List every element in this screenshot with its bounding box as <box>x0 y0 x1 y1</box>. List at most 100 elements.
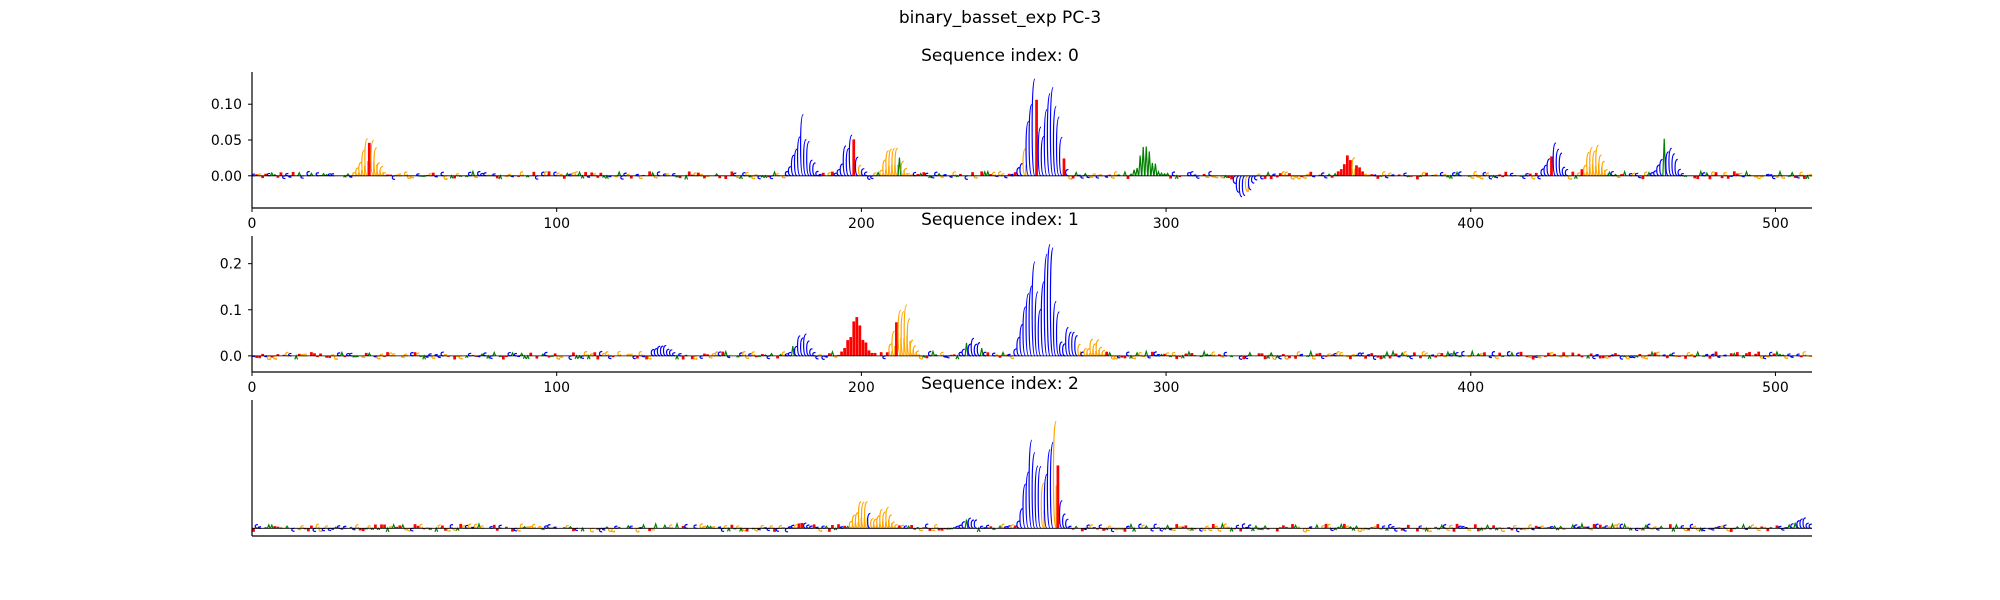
logo-letter-A <box>568 525 573 529</box>
logo-letter-C <box>1717 526 1721 529</box>
logo-letter-G <box>1141 355 1146 358</box>
logo-letter-C <box>1019 323 1023 357</box>
logo-letter-C <box>662 344 667 357</box>
logo-letter-T <box>1157 527 1160 529</box>
logo-letter-A <box>355 355 359 358</box>
logo-letter-T <box>1726 175 1730 179</box>
logo-letter-T <box>291 171 295 176</box>
logo-letter-C <box>662 173 667 177</box>
logo-letter-G <box>403 171 408 177</box>
logo-letter-C <box>766 355 770 360</box>
logo-letter-G <box>906 318 911 357</box>
logo-letter-G <box>891 147 896 177</box>
logo-letter-T <box>511 528 514 532</box>
logo-letter-A <box>1275 354 1280 359</box>
logo-letter-T <box>1504 171 1508 176</box>
logo-letter-T <box>1336 171 1340 176</box>
logo-letter-T <box>1735 352 1739 356</box>
logo-letter-G <box>1607 526 1612 529</box>
logo-letter-G <box>1101 349 1106 357</box>
logo-letter-C <box>327 527 332 532</box>
logo-letter-C <box>1238 175 1243 198</box>
logo-letter-A <box>1348 525 1353 529</box>
logo-letter-G <box>324 525 329 529</box>
logo-letter-T <box>1285 526 1288 529</box>
logo-letter-G <box>571 172 576 177</box>
logo-letter-C <box>1168 527 1173 531</box>
logo-letter-G <box>376 162 381 177</box>
logo-letter-T <box>319 353 322 356</box>
logo-letter-C <box>620 175 624 180</box>
logo-letter-A <box>1132 526 1136 532</box>
logo-letter-G <box>1613 524 1618 529</box>
logo-letter-T <box>1278 173 1282 176</box>
logo-letter-A <box>897 157 902 176</box>
logo-letter-A <box>1702 355 1706 358</box>
logo-letter-T <box>1601 355 1605 359</box>
logo-letter-C <box>547 524 551 529</box>
logo-letter-G <box>897 309 902 357</box>
logo-letter-T <box>1163 353 1166 356</box>
logo-letter-G <box>1433 174 1438 177</box>
logo-letter-A <box>964 519 969 529</box>
logo-letter-A <box>294 354 299 360</box>
logo-letter-T <box>1330 354 1334 356</box>
logo-letter-A <box>650 171 655 177</box>
logo-letter-A <box>1135 167 1140 176</box>
logo-letter-G <box>419 523 424 529</box>
logo-letter-C <box>1723 354 1727 357</box>
figure-title: binary_basset_exp PC-3 <box>898 8 1102 28</box>
logo-letter-G <box>379 165 384 177</box>
logo-letter-C <box>470 526 475 529</box>
logo-letter-A <box>1254 524 1258 529</box>
logo-letter-A <box>525 354 530 360</box>
logo-letter-T <box>1577 353 1581 356</box>
logo-letter-C <box>1668 147 1672 177</box>
logo-letter-T <box>721 351 725 356</box>
logo-letter-A <box>477 522 481 529</box>
logo-letter-G <box>1427 527 1432 533</box>
logo-letter-G <box>1598 154 1603 177</box>
logo-letter-C <box>1464 526 1468 529</box>
logo-letter-T <box>505 355 508 358</box>
logo-letter-T <box>1071 175 1075 179</box>
logo-letter-G <box>1689 353 1694 357</box>
logo-letter-A <box>1162 527 1167 531</box>
logo-letter-T <box>453 175 456 179</box>
logo-letter-T <box>1592 524 1596 529</box>
logo-letter-A <box>1333 527 1338 531</box>
logo-letter-C <box>927 350 932 357</box>
logo-letter-T <box>1571 352 1575 356</box>
logo-letter-A <box>1747 525 1752 529</box>
logo-letter-C <box>1595 523 1599 529</box>
logo-letter-G <box>1759 355 1764 359</box>
logo-letter-T <box>562 527 566 529</box>
logo-letter-G <box>1643 171 1648 177</box>
logo-letter-A <box>1385 350 1389 357</box>
logo-letter-G <box>882 511 887 529</box>
logo-letter-T <box>413 352 417 356</box>
logo-letter-A <box>1186 350 1191 357</box>
logo-letter-A <box>1363 527 1368 530</box>
logo-letter-G <box>1774 175 1779 178</box>
logo-letter-C <box>507 351 511 357</box>
logo-letter-C <box>1558 152 1563 177</box>
logo-letter-C <box>1403 172 1407 177</box>
logo-letter-T <box>276 354 280 356</box>
logo-letter-G <box>480 525 485 529</box>
logo-letter-G <box>1107 525 1112 529</box>
logo-letter-G <box>1281 171 1286 177</box>
logo-letter-G <box>376 355 381 360</box>
logo-letter-G <box>1388 172 1392 177</box>
logo-letter-C <box>1071 331 1075 357</box>
logo-letter-T <box>1589 353 1593 356</box>
logo-letter-G <box>1500 527 1505 533</box>
logo-letter-C <box>1232 175 1237 184</box>
logo-letter-G <box>1567 175 1572 180</box>
logo-letter-G <box>903 304 908 357</box>
logo-letter-G <box>1272 355 1277 361</box>
logo-letter-C <box>336 352 341 357</box>
logo-letter-T <box>913 528 917 530</box>
